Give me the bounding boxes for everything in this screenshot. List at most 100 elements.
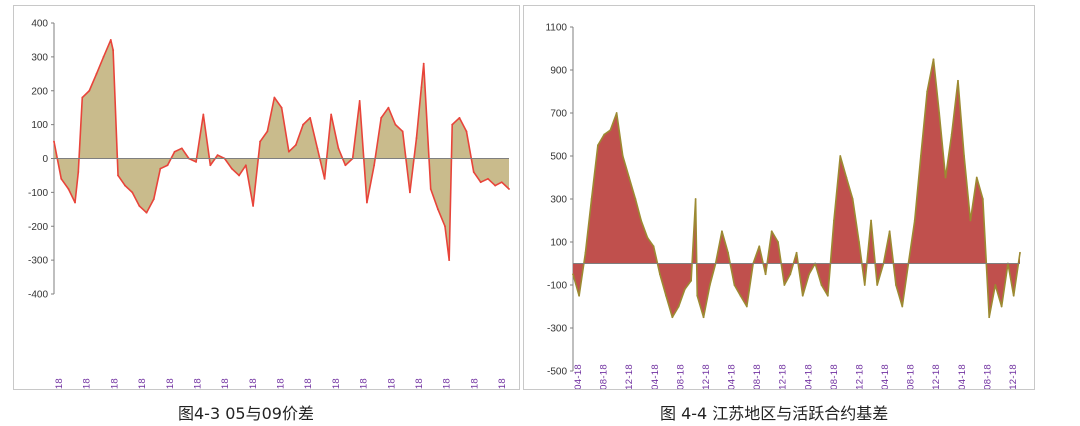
data-point (487, 177, 489, 180)
x-tick-label: 2015-12-18 (220, 378, 231, 389)
y-tick-label: 500 (550, 152, 567, 163)
data-point (603, 133, 606, 136)
y-tick-label: -200 (28, 222, 48, 233)
x-tick-label: 2014-04-18 (650, 364, 661, 389)
data-point (888, 230, 891, 233)
data-point (820, 284, 823, 286)
x-tick-label: 2015-08-18 (752, 364, 763, 389)
series-area (54, 39, 509, 261)
data-point (458, 116, 461, 119)
x-tick-label: 2013-08-18 (599, 364, 610, 389)
y-tick-label: 100 (31, 120, 48, 131)
data-point (745, 305, 748, 308)
x-tick-label: 2017-12-18 (931, 364, 942, 389)
x-tick-label: 2016-08-18 (276, 378, 287, 389)
x-tick-label: 2018-12-18 (469, 378, 480, 389)
data-point (81, 96, 84, 99)
data-point (330, 113, 333, 116)
x-tick-label: 2016-08-18 (829, 364, 840, 389)
data-point (826, 294, 829, 297)
data-point (112, 49, 115, 51)
data-point (109, 39, 112, 41)
data-point (316, 147, 319, 150)
basis-chart: 1100 900 700 500 300 100 -100 -300 -500 2013-04-1… (545, 23, 1021, 389)
data-point (609, 129, 612, 132)
data-point (472, 171, 475, 173)
data-point (572, 273, 574, 276)
data-point (876, 284, 879, 286)
x-tick-label: 2014-12-18 (137, 378, 148, 389)
data-point (727, 251, 729, 254)
data-point (259, 140, 262, 143)
data-point (166, 164, 169, 167)
y-tick-label: 400 (31, 19, 48, 30)
data-point (252, 205, 255, 207)
data-point (422, 62, 425, 65)
data-point (671, 316, 674, 319)
data-point (302, 123, 305, 126)
data-point (628, 176, 631, 179)
data-point (783, 284, 786, 286)
data-point (988, 316, 991, 319)
data-point (494, 184, 497, 187)
data-point (280, 106, 283, 109)
x-tick-label: 2015-04-18 (727, 364, 738, 389)
data-point (479, 181, 482, 184)
data-point (863, 284, 866, 286)
data-point (102, 55, 105, 58)
y-tick-label: 900 (550, 66, 567, 77)
data-point (1000, 305, 1003, 308)
data-point (696, 294, 699, 297)
data-point (394, 123, 397, 126)
data-point (444, 225, 446, 228)
x-tick-label: 2019-04-18 (497, 378, 508, 389)
data-point (309, 116, 312, 119)
data-point (159, 167, 162, 170)
x-tick-label: 2017-04-18 (331, 378, 342, 389)
y-tick-label: 700 (550, 109, 567, 120)
y-tick-label: -100 (28, 188, 48, 199)
series-area (573, 59, 1020, 318)
data-point (95, 72, 98, 75)
x-tick-label: 2018-12-18 (1008, 364, 1019, 389)
data-point (981, 198, 984, 200)
chart-panel-jiangsu-basis: 1100 900 700 500 300 100 -100 -300 -500 2013-04-1… (523, 5, 1035, 390)
data-point (963, 155, 965, 157)
data-point (180, 147, 183, 150)
data-point (584, 251, 587, 254)
data-point (938, 112, 941, 114)
x-tick-label: 2014-08-18 (675, 364, 686, 389)
data-point (409, 191, 411, 194)
data-point (323, 177, 326, 180)
data-point (294, 144, 297, 146)
data-point (913, 219, 916, 222)
data-point (451, 123, 454, 126)
x-tick-label: 2016-12-18 (303, 378, 314, 389)
y-tick-label: 100 (550, 238, 567, 249)
data-point (420, 86, 423, 89)
data-point (677, 305, 680, 308)
x-tick-label: 2014-08-18 (109, 378, 120, 389)
y-tick-label: -300 (28, 256, 48, 267)
data-point (366, 201, 368, 204)
data-point (975, 176, 978, 179)
y-tick-label: -500 (547, 367, 567, 378)
data-point (244, 164, 247, 167)
data-point (901, 305, 904, 308)
data-point (380, 116, 383, 119)
data-point (1012, 294, 1015, 297)
data-point (721, 230, 723, 233)
data-point (994, 284, 997, 286)
data-point (795, 251, 798, 254)
data-point (708, 284, 711, 286)
data-point (415, 137, 418, 140)
chart-caption-right: 图 4-4 江苏地区与活跃合约基差 (660, 404, 889, 423)
y-tick-label: 300 (550, 195, 567, 206)
data-point (758, 245, 761, 248)
x-tick-label: 2017-12-18 (386, 378, 397, 389)
data-point (833, 219, 835, 222)
x-tick-label: 2016-04-18 (803, 364, 814, 389)
data-point (733, 284, 736, 286)
data-point (429, 188, 432, 190)
data-point (690, 279, 693, 282)
